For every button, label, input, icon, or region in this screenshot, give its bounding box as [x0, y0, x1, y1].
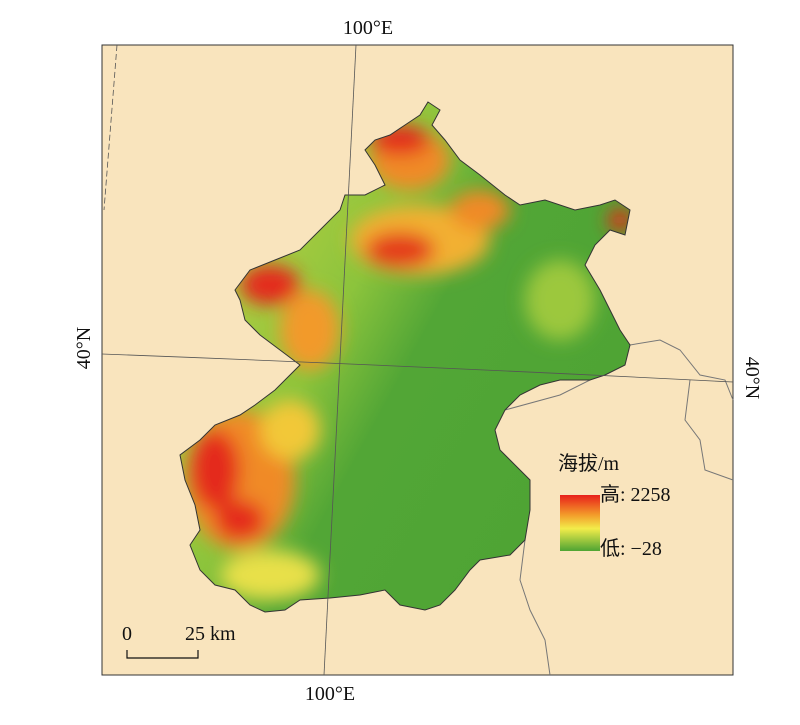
legend: 海拔/m 高: 2258 低: −28: [558, 452, 671, 560]
scale-bar: 0 25 km: [122, 623, 236, 659]
top-label: 100°E: [343, 17, 393, 39]
left-label: 40°N: [73, 327, 95, 369]
scale-end: 25 km: [185, 623, 236, 645]
neighbor-borders: [504, 339, 734, 676]
graticule: [101, 44, 734, 676]
legend-high: 高: 2258: [600, 483, 671, 506]
legend-ramp: [560, 495, 600, 551]
legend-low: 低: −28: [600, 537, 662, 560]
scale-start: 0: [122, 623, 132, 645]
right-label: 40°N: [741, 357, 763, 399]
bottom-label: 100°E: [305, 683, 355, 705]
legend-title: 海拔/m: [558, 452, 620, 475]
